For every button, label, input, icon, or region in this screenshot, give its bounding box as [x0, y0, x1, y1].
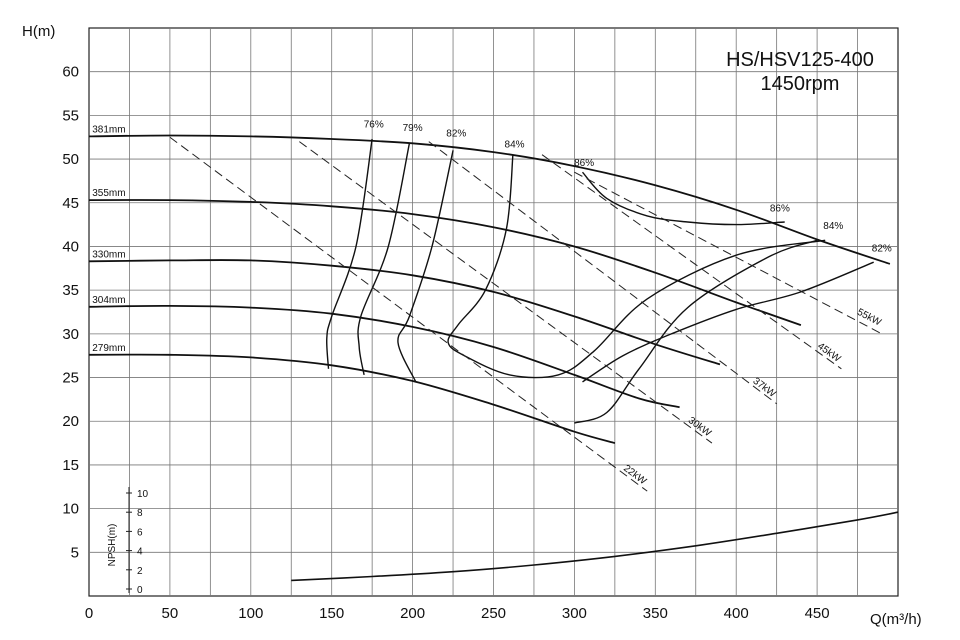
- npsh-tick-label: 0: [137, 585, 143, 596]
- y-tick-label: 55: [62, 107, 79, 124]
- efficiency-curve: [326, 138, 373, 369]
- y-tick-label: 35: [62, 282, 79, 299]
- efficiency-label: 84%: [505, 140, 525, 151]
- y-tick-label: 10: [62, 501, 79, 518]
- x-axis-label: Q(m³/h): [870, 611, 922, 628]
- y-tick-label: 15: [62, 457, 79, 474]
- grid: [88, 27, 899, 597]
- x-tick-label: 200: [400, 605, 425, 622]
- impeller-curve: [88, 259, 721, 366]
- npsh-curve: [291, 511, 899, 582]
- impeller-curve: [88, 304, 680, 409]
- npsh-tick-label: 4: [137, 547, 143, 558]
- x-tick-label: 50: [162, 605, 179, 622]
- chart-title: HS/HSV125-400: [726, 49, 874, 71]
- efficiency-label: 76%: [364, 120, 384, 131]
- efficiency-label: 82%: [872, 244, 892, 255]
- y-tick-label: 50: [62, 151, 79, 168]
- power-label: 37kW: [751, 376, 778, 401]
- power-line: [428, 141, 777, 405]
- npsh-tick-label: 6: [137, 527, 143, 538]
- npsh-axis-label: NPSH(m): [107, 524, 118, 567]
- y-tick-label: 40: [62, 238, 79, 255]
- efficiency-label: 82%: [446, 128, 466, 139]
- power-line: [299, 141, 713, 444]
- impeller-curve: [88, 353, 616, 444]
- efficiency-curve: [447, 154, 826, 379]
- impeller-label: 279mm: [92, 343, 125, 354]
- curves: [88, 134, 899, 582]
- x-tick-label: 250: [481, 605, 506, 622]
- impeller-label: 330mm: [92, 249, 125, 260]
- power-label: 55kW: [855, 307, 883, 329]
- npsh-axis: 0 2 4 6 8 10 NPSH(m): [107, 487, 149, 596]
- impeller-label: 304mm: [92, 295, 125, 306]
- y-tick-label: 20: [62, 413, 79, 430]
- npsh-tick-label: 2: [137, 566, 143, 577]
- y-tick-label: 45: [62, 195, 79, 212]
- x-tick-label: 400: [724, 605, 749, 622]
- impeller-label: 355mm: [92, 188, 125, 199]
- chart-subtitle: 1450rpm: [761, 73, 840, 95]
- power-line: [169, 136, 648, 492]
- impeller-curve: [88, 199, 802, 326]
- x-tick-label: 0: [85, 605, 93, 622]
- npsh-tick-label: 8: [137, 508, 143, 519]
- x-tick-label: 100: [238, 605, 263, 622]
- efficiency-curve: [582, 261, 874, 383]
- impeller-label: 381mm: [92, 124, 125, 135]
- x-tick-label: 150: [319, 605, 344, 622]
- x-tick-label: 350: [643, 605, 668, 622]
- efficiency-label: 86%: [770, 204, 790, 215]
- efficiency-label: 86%: [574, 158, 594, 169]
- efficiency-curve: [357, 143, 411, 376]
- x-tick-label: 300: [562, 605, 587, 622]
- efficiency-curve: [574, 239, 818, 424]
- efficiency-label: 84%: [823, 221, 843, 232]
- efficiency-label: 79%: [403, 123, 423, 134]
- y-tick-label: 5: [71, 544, 79, 561]
- y-tick-label: 30: [62, 326, 79, 343]
- labels: 0 50 100 150 200 250 300 350 400 4505101520253035…: [62, 64, 892, 622]
- y-axis-label: H(m): [22, 23, 55, 40]
- y-tick-label: 25: [62, 370, 79, 387]
- impeller-curve: [88, 134, 891, 265]
- power-line: [541, 154, 842, 370]
- x-tick-label: 450: [805, 605, 830, 622]
- efficiency-curve: [397, 150, 454, 383]
- y-tick-label: 60: [62, 64, 79, 81]
- power-line: [574, 171, 883, 335]
- npsh-tick-label: 10: [137, 489, 149, 500]
- efficiency-curve: [581, 171, 785, 226]
